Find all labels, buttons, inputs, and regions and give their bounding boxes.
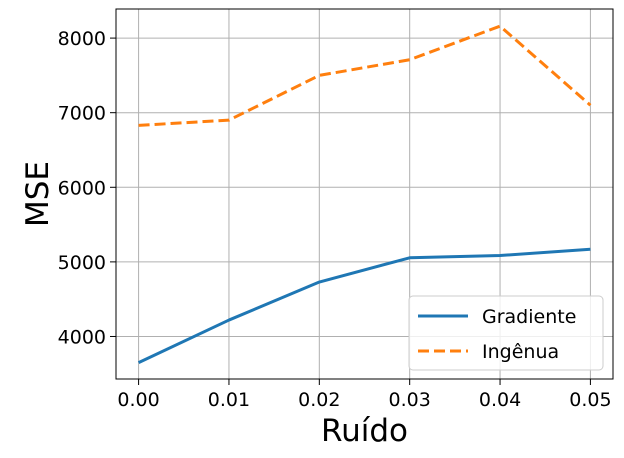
- legend: Gradiente Ingênua: [408, 295, 604, 371]
- x-tick-label: 0.02: [298, 389, 340, 411]
- x-tick-label: 0.01: [208, 389, 250, 411]
- y-tick-label: 4000: [58, 326, 106, 348]
- y-tick-label: 5000: [58, 252, 106, 274]
- legend-entry-gradiente: Gradiente: [482, 306, 576, 328]
- plot-frame: [115, 8, 614, 380]
- x-tick-label: 0.05: [569, 389, 611, 411]
- y-tick-label: 6000: [58, 177, 106, 199]
- x-axis-label: Ruído: [321, 413, 408, 449]
- axis-ticks: 0.00 0.01 0.02 0.03 0.04 0.05 4000 5000 6000 7000…: [58, 28, 612, 411]
- x-tick-label: 0.03: [389, 389, 431, 411]
- series-lines: [137, 24, 592, 364]
- y-tick-label: 7000: [58, 103, 106, 125]
- series-line-ingenua: [138, 24, 592, 127]
- x-tick-label: 0.04: [479, 389, 521, 411]
- grid-lines: [116, 9, 613, 379]
- y-axis-label: MSE: [20, 161, 56, 227]
- legend-entry-ingenua: Ingênua: [482, 341, 559, 363]
- x-tick-label: 0.00: [117, 389, 159, 411]
- y-tick-label: 8000: [58, 28, 106, 50]
- series-line-gradiente: [137, 247, 591, 364]
